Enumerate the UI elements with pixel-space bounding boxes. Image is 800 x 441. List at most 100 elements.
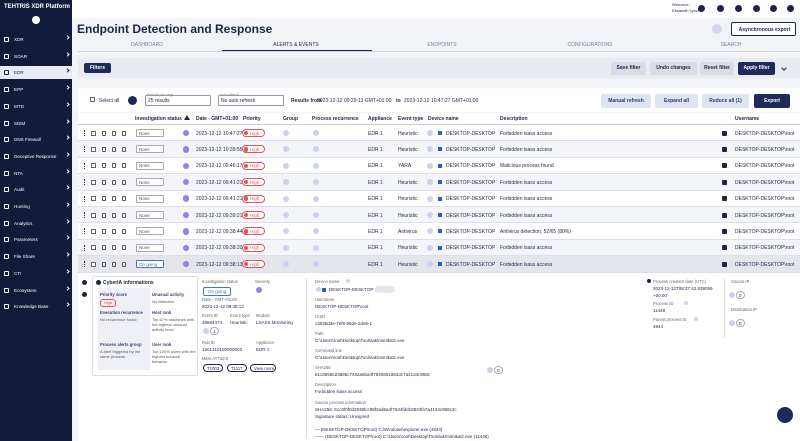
sidebar-item[interactable]: XDR <box>14 37 24 42</box>
field-value: DESKTOP-DESKTOP\root <box>315 304 369 309</box>
filters-button[interactable]: Filters <box>84 63 111 73</box>
row-checkbox[interactable] <box>91 228 96 234</box>
row-checkbox[interactable] <box>91 179 96 185</box>
status-select[interactable] <box>136 129 164 137</box>
sidebar-item[interactable]: Knowledge Base <box>14 304 49 310</box>
row-icon[interactable] <box>112 163 116 169</box>
sidebar-icon <box>4 120 9 126</box>
sidebar-item[interactable]: NTA <box>14 170 23 176</box>
row-icon[interactable] <box>102 212 106 218</box>
priority: High <box>250 163 260 169</box>
row-icon[interactable] <box>112 261 116 267</box>
mitre-tag[interactable] <box>203 364 223 372</box>
row-checkbox[interactable] <box>91 196 96 202</box>
row-checkbox[interactable] <box>91 130 96 136</box>
filter-action[interactable]: Reset filter <box>700 62 734 75</box>
select-all[interactable]: Select all <box>99 98 120 104</box>
row-checkbox[interactable] <box>91 146 96 152</box>
sidebar-item[interactable]: SIEM <box>14 120 26 126</box>
row-icon[interactable] <box>102 146 106 152</box>
sidebar-item[interactable]: Ecosystem <box>14 287 37 293</box>
column-header: Username <box>735 116 760 122</box>
row-icon[interactable] <box>102 196 106 202</box>
row-icon[interactable] <box>122 196 126 202</box>
sidebar-item[interactable]: Hunting <box>14 204 30 209</box>
status-select[interactable] <box>136 178 164 187</box>
os-icon <box>438 213 442 217</box>
row-icon[interactable] <box>122 130 126 136</box>
group-icon <box>283 212 289 218</box>
sidebar-item[interactable]: CTI <box>14 270 22 276</box>
column-header: Appliance <box>368 116 392 122</box>
tab[interactable]: ALERTS & EVENTS <box>273 42 319 48</box>
priority-badge <box>242 194 265 203</box>
sidebar-collapse <box>32 16 40 24</box>
sidebar-item[interactable]: MTD <box>14 103 24 109</box>
row-checkbox[interactable] <box>91 163 96 169</box>
status-select[interactable] <box>136 145 164 154</box>
row-icon[interactable] <box>102 179 106 185</box>
filter-action[interactable]: Undo changes <box>650 62 697 75</box>
row-icon[interactable] <box>122 228 126 234</box>
row-icon[interactable] <box>122 245 126 251</box>
row-checkbox[interactable] <box>91 212 96 218</box>
filter-action[interactable]: Save filter <box>611 62 646 75</box>
cyberia-icon <box>95 279 101 285</box>
device: DESKTOP-DESKTOP <box>446 228 496 235</box>
sidebar-item[interactable]: DNS Firewall <box>14 137 41 143</box>
mitre-tag[interactable] <box>227 364 247 372</box>
row-icon[interactable] <box>122 163 126 169</box>
view-more[interactable] <box>250 364 276 372</box>
tab[interactable]: SEARCH <box>720 42 742 48</box>
toolbar-button[interactable]: Manual refresh <box>601 94 651 108</box>
status-select[interactable] <box>136 211 164 219</box>
row-icon[interactable] <box>102 228 106 234</box>
async-export[interactable]: Asynchronous export <box>731 22 796 36</box>
row-icon[interactable] <box>102 261 106 267</box>
refresh-select[interactable] <box>218 95 284 106</box>
description: Forbidden lsass access <box>500 245 553 252</box>
filter-action[interactable]: Apply filter <box>738 62 775 75</box>
date: 2023-12-12 09:38:20 <box>196 245 243 252</box>
row-icon[interactable] <box>122 179 126 185</box>
checkbox[interactable] <box>90 97 95 102</box>
row-icon[interactable] <box>122 212 126 218</box>
row-checkbox[interactable] <box>91 245 96 251</box>
row-icon[interactable] <box>112 228 116 234</box>
status-select[interactable] <box>136 227 164 236</box>
row-icon[interactable] <box>122 146 126 152</box>
sidebar-item[interactable]: SOAR <box>14 53 28 59</box>
sidebar-item[interactable]: Analytics <box>14 220 33 226</box>
row-icon[interactable] <box>122 261 126 267</box>
row-icon[interactable] <box>102 245 106 251</box>
tab[interactable]: ENDPOINTS <box>427 42 457 48</box>
status-select[interactable] <box>136 243 164 252</box>
row-checkbox[interactable] <box>91 261 96 267</box>
toolbar-button[interactable]: Reduce all (1) <box>702 94 749 108</box>
tab[interactable]: DASHBOARD <box>131 42 163 48</box>
status-select[interactable] <box>136 194 164 203</box>
sidebar-item[interactable]: Deceptive Response <box>14 153 57 159</box>
sidebar-item[interactable]: Audit <box>14 187 25 193</box>
status-select[interactable] <box>136 161 164 170</box>
row-icon[interactable] <box>112 130 116 136</box>
field-label: Severity <box>255 279 271 284</box>
results-select[interactable] <box>145 95 211 106</box>
sidebar-item[interactable]: EPP <box>14 87 24 93</box>
toolbar-button[interactable]: Export <box>754 94 790 108</box>
tab[interactable]: CONFIGURATIONS <box>567 42 613 48</box>
sidebar-item[interactable]: Parameters <box>14 237 38 243</box>
row-icon[interactable] <box>112 146 116 152</box>
row-icon[interactable] <box>112 179 116 185</box>
row-icon[interactable] <box>112 245 116 251</box>
sidebar-item[interactable]: File Share <box>14 254 35 260</box>
view-more-label[interactable]: View more <box>254 365 275 371</box>
row-icon[interactable] <box>112 196 116 202</box>
toolbar-button[interactable]: Expand all <box>655 94 698 108</box>
row-icon[interactable] <box>102 163 106 169</box>
sidebar-item[interactable]: EDR <box>14 70 24 76</box>
status-select[interactable] <box>136 260 164 269</box>
top-icon <box>752 4 760 12</box>
row-icon[interactable] <box>112 212 116 218</box>
row-icon[interactable] <box>102 130 106 136</box>
